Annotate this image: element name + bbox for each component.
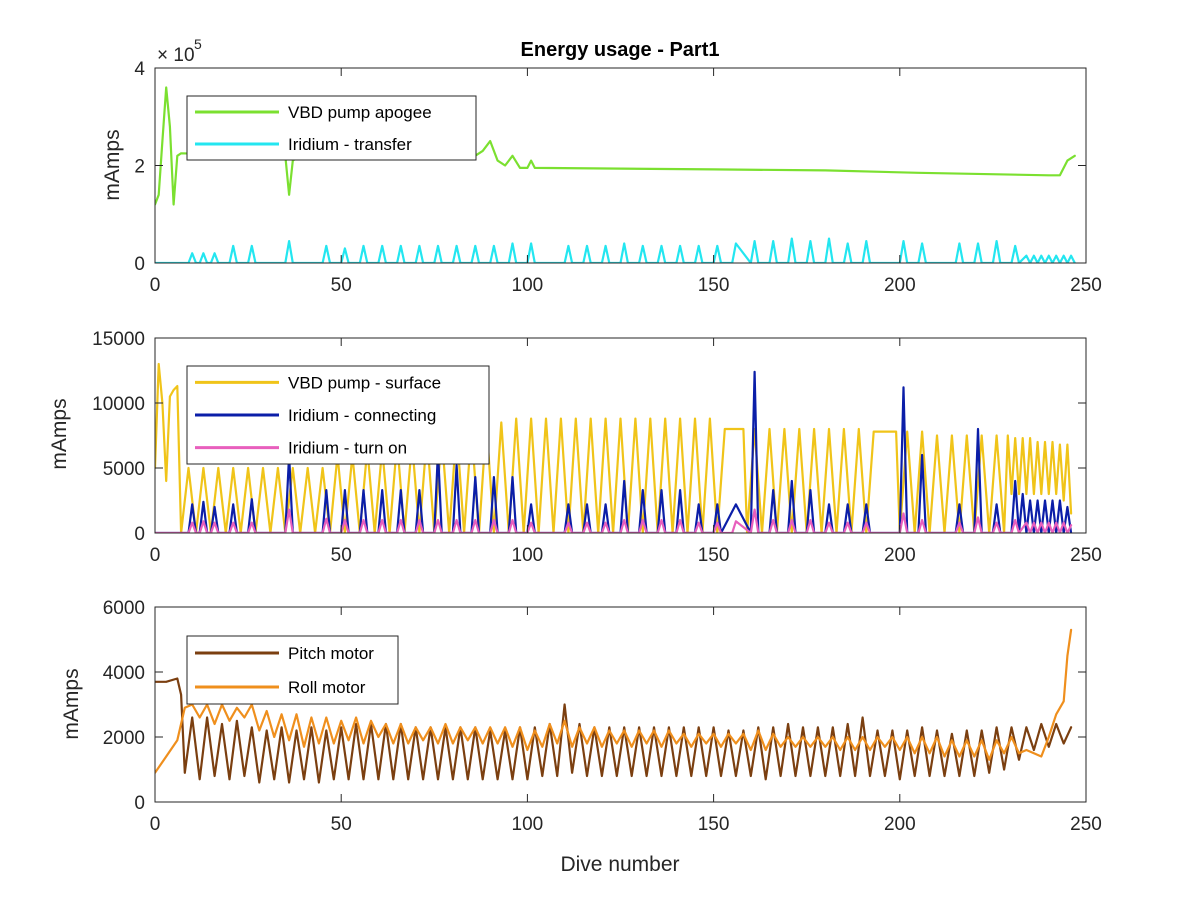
y-tick-label: 6000: [103, 598, 145, 619]
x-tick-label: 100: [512, 275, 544, 296]
plot-area-frame: [154, 606, 1087, 803]
legend-box: [186, 95, 477, 161]
y-axis-label: mAmps: [101, 129, 124, 200]
y-tick-label: 0: [134, 254, 145, 275]
x-tick-label: 100: [512, 814, 544, 835]
x-tick-label: 150: [698, 545, 730, 566]
x-tick-label: 50: [331, 814, 352, 835]
y-exponent-base: × 10: [157, 45, 195, 66]
legend: Pitch motor Roll motor: [186, 635, 399, 705]
subplot-3: mAmps Dive number 0 50 100 150 200 250 0 2000 40…: [60, 598, 1102, 876]
y-exponent-power: 5: [194, 36, 202, 52]
chart-title: Energy usage - Part1: [521, 39, 720, 61]
x-tick-label: 150: [698, 814, 730, 835]
legend-entry-label: VBD pump apogee: [288, 103, 432, 122]
x-tick-label: 250: [1070, 814, 1102, 835]
legend-entry-label: Iridium - turn on: [288, 439, 407, 458]
y-tick-label: 5000: [103, 459, 145, 480]
legend-entry-label: VBD pump - surface: [288, 373, 441, 392]
y-tick-label: 0: [134, 793, 145, 814]
legend-entry-label: Iridium - transfer: [288, 135, 412, 154]
x-tick-label: 250: [1070, 545, 1102, 566]
x-tick-label: 50: [331, 545, 352, 566]
y-tick-label: 15000: [92, 329, 145, 350]
y-tick-label: 0: [134, 524, 145, 545]
series-line-1: [155, 86, 1076, 206]
y-tick-label: 2000: [103, 728, 145, 749]
x-tick-label: 100: [512, 545, 544, 566]
x-axis-label: Dive number: [560, 853, 679, 876]
y-tick-label: 4: [134, 59, 145, 80]
y-tick-label: 2: [134, 157, 145, 178]
subplot-1: Energy usage - Part1 × 10 5 mAmps 0 50 100…: [101, 36, 1102, 296]
series-line-2: [155, 370, 1073, 533]
legend-entry-label: Roll motor: [288, 678, 366, 697]
y-axis-label: mAmps: [48, 398, 71, 469]
y-tick-label: 4000: [103, 663, 145, 684]
legend: VBD pump apogee Iridium - transfer: [186, 95, 477, 161]
series-line-1: [155, 677, 1073, 784]
y-axis-label: mAmps: [60, 668, 83, 739]
series-line-1: [155, 362, 1073, 533]
legend-entry-label: Iridium - connecting: [288, 406, 436, 425]
plot-area-frame: [154, 337, 1087, 534]
legend-box: [186, 635, 399, 705]
x-tick-label: 0: [150, 275, 161, 296]
x-tick-label: 50: [331, 275, 352, 296]
x-tick-label: 0: [150, 545, 161, 566]
y-tick-label: 10000: [92, 394, 145, 415]
x-tick-label: 200: [884, 814, 916, 835]
x-tick-label: 150: [698, 275, 730, 296]
legend: VBD pump - surface Iridium - connecting Ir…: [186, 365, 490, 465]
x-tick-label: 200: [884, 545, 916, 566]
x-tick-label: 200: [884, 275, 916, 296]
series-line-3: [155, 508, 1073, 533]
subplot-2: mAmps 0 50 100 150 200 250 0 5000 10000 15000 VBD …: [48, 329, 1102, 566]
x-tick-label: 250: [1070, 275, 1102, 296]
series-line-2: [155, 237, 1076, 263]
legend-entry-label: Pitch motor: [288, 644, 374, 663]
x-tick-label: 0: [150, 814, 161, 835]
series-line-2: [155, 628, 1073, 774]
